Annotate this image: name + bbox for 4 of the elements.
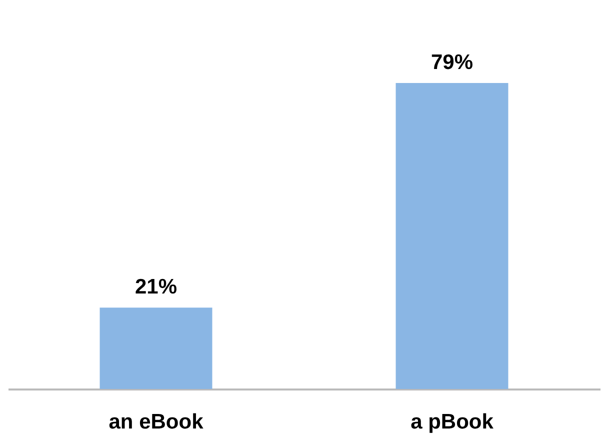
data-label: 79% xyxy=(430,51,474,74)
x-tick-label: a pBook xyxy=(410,410,494,434)
data-label: 21% xyxy=(134,276,178,299)
x-tick-label: an eBook xyxy=(108,410,204,434)
